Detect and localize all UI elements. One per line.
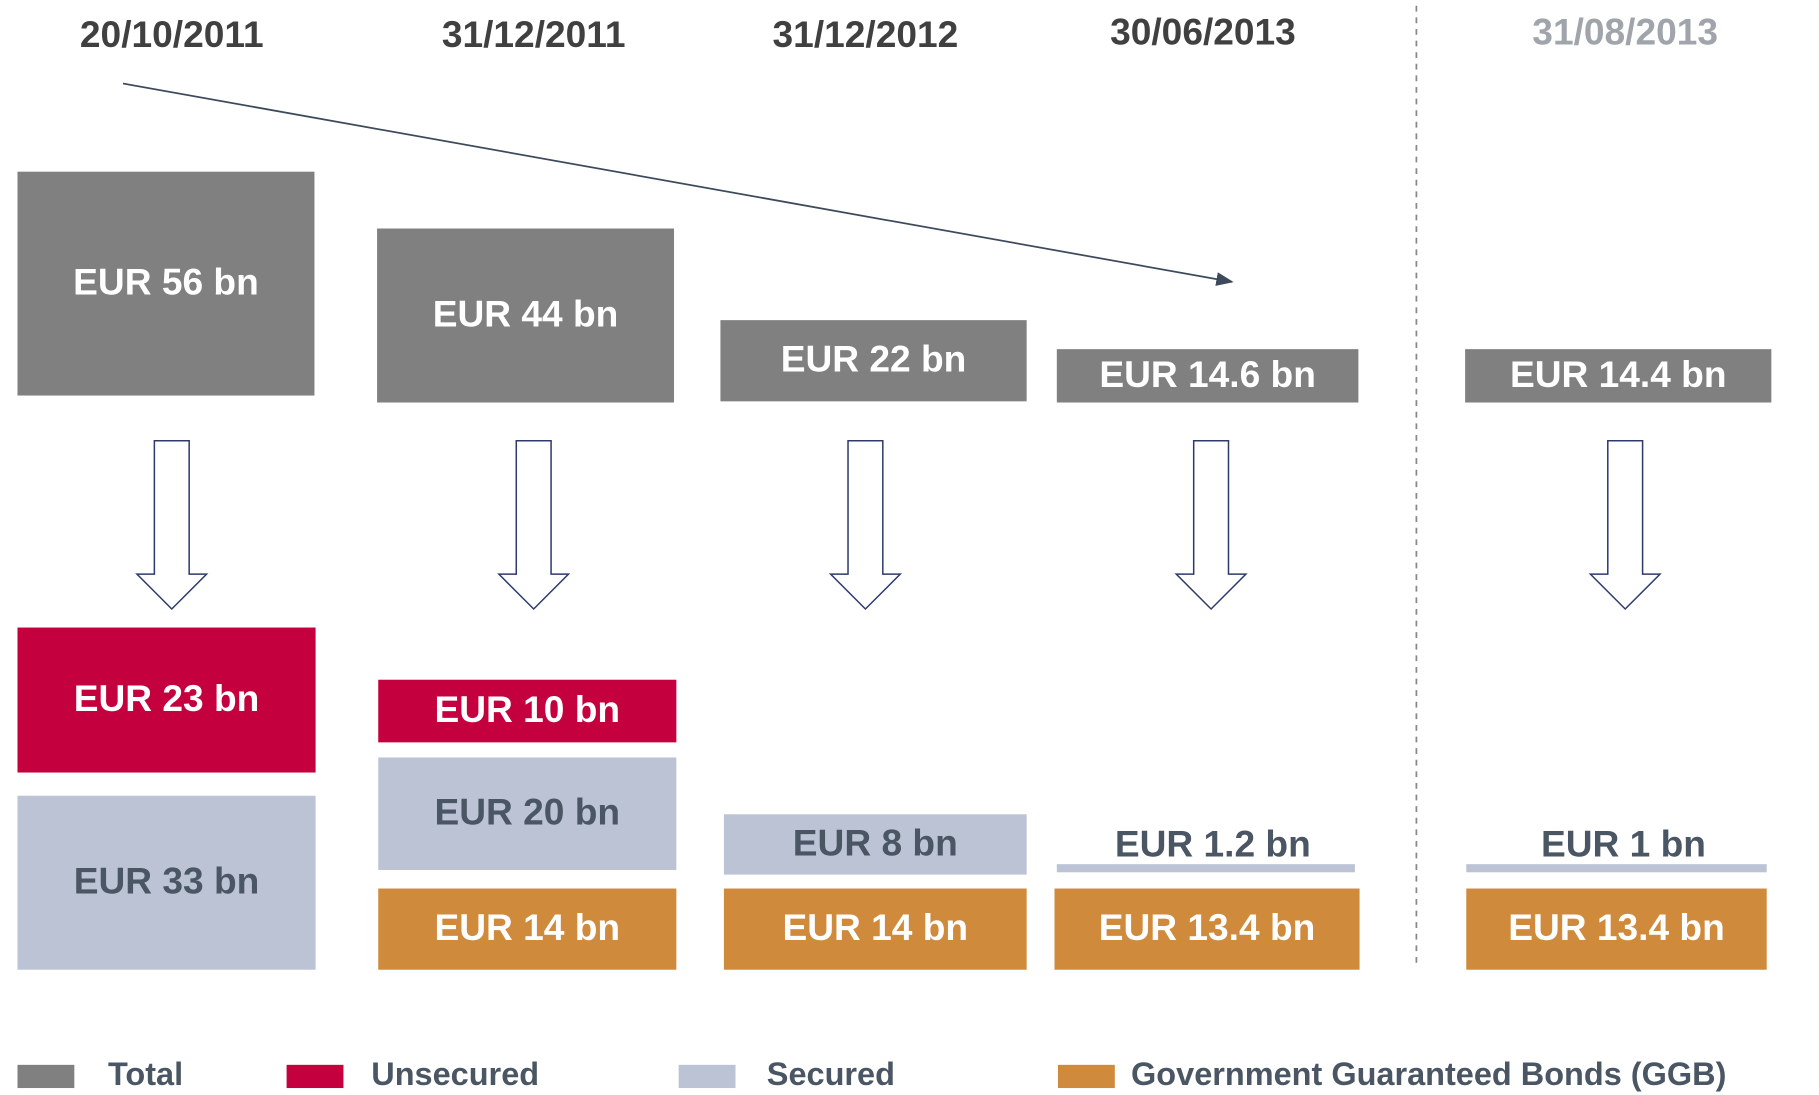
date: 31/08/2013 xyxy=(1532,11,1718,53)
ggb-label: EUR 13.4 bn xyxy=(1099,906,1316,948)
date: 20/10/2011 xyxy=(80,13,264,55)
ggb-label: EUR 14 bn xyxy=(782,906,968,948)
secured-label: EUR 20 bn xyxy=(434,791,620,833)
ggb-box xyxy=(1466,888,1767,970)
secured-box xyxy=(17,795,316,970)
total-box xyxy=(17,171,315,396)
total-box xyxy=(377,228,675,403)
secured-label: EUR 33 bn xyxy=(74,860,260,902)
total-label: EUR 14.6 bn xyxy=(1099,353,1316,395)
down-arrow xyxy=(497,440,571,611)
secured-box xyxy=(378,757,677,870)
ggb-box xyxy=(1054,888,1360,970)
secured-label: EUR 1 bn xyxy=(1541,823,1706,865)
secured-box xyxy=(1056,864,1355,873)
date: 30/06/2013 xyxy=(1110,11,1296,53)
legend-swatch xyxy=(1057,1064,1115,1089)
total-box xyxy=(1465,349,1772,403)
date: 31/12/2011 xyxy=(442,13,626,55)
date: 31/12/2012 xyxy=(773,13,959,55)
total-box xyxy=(720,320,1027,402)
legend-swatch xyxy=(17,1064,75,1089)
total-label: EUR 14.4 bn xyxy=(1510,353,1727,395)
unsecured-label: EUR 10 bn xyxy=(434,688,620,730)
total-label: EUR 22 bn xyxy=(781,338,967,380)
down-arrow xyxy=(135,440,209,611)
secured-box xyxy=(1466,864,1767,873)
secured-label: EUR 8 bn xyxy=(793,821,958,863)
unsecured-label: EUR 23 bn xyxy=(74,677,260,719)
down-arrow xyxy=(828,440,903,611)
total-box xyxy=(1056,349,1359,403)
ggb-label: EUR 13.4 bn xyxy=(1508,906,1725,948)
total-label: EUR 56 bn xyxy=(73,261,259,303)
unsecured-box xyxy=(17,627,316,773)
secured-box xyxy=(723,814,1027,875)
trend-arrow xyxy=(122,82,1234,286)
ggb-box xyxy=(378,888,677,970)
legend-label: Secured xyxy=(767,1056,895,1092)
unsecured-box xyxy=(378,679,677,743)
legend-label: Unsecured xyxy=(371,1056,539,1092)
ggb-box xyxy=(723,888,1027,970)
ggb-label: EUR 14 bn xyxy=(434,906,620,948)
legend-label: Total xyxy=(108,1056,183,1092)
legend-label: Government Guaranteed Bonds (GGB) xyxy=(1131,1056,1726,1092)
legend-swatch xyxy=(286,1064,344,1089)
down-arrow xyxy=(1588,440,1662,611)
total-label: EUR 44 bn xyxy=(433,292,619,334)
legend-swatch xyxy=(678,1064,736,1089)
down-arrow xyxy=(1174,440,1248,611)
secured-label: EUR 1.2 bn xyxy=(1115,823,1311,865)
